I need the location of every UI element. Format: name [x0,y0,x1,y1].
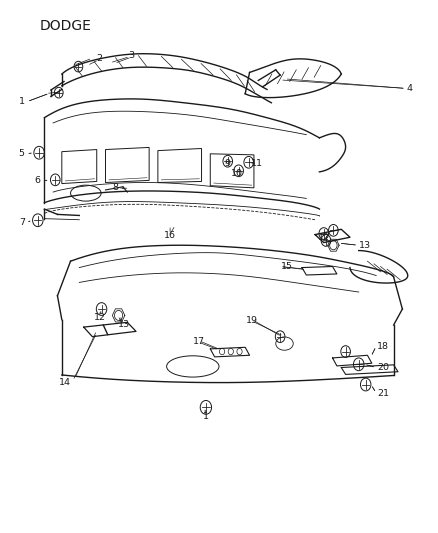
Text: 12: 12 [318,233,330,242]
Text: 20: 20 [377,363,389,372]
Text: 7: 7 [19,218,25,227]
Text: 2: 2 [96,54,102,62]
Text: 6: 6 [35,176,41,185]
Text: 12: 12 [94,312,106,321]
Text: 9: 9 [225,159,231,168]
Text: 3: 3 [129,51,135,60]
Text: 10: 10 [230,169,243,179]
Text: 13: 13 [118,320,130,329]
Text: 21: 21 [377,389,389,398]
Text: 1: 1 [19,97,25,106]
Text: 1: 1 [203,412,209,421]
Text: 17: 17 [193,337,205,346]
Text: 19: 19 [246,316,258,325]
Text: 13: 13 [359,241,371,250]
Text: 11: 11 [251,159,263,168]
Text: 5: 5 [19,149,25,158]
Text: 15: 15 [281,262,293,271]
Text: 4: 4 [407,84,413,93]
Text: DODGE: DODGE [40,19,92,33]
Text: 14: 14 [59,378,71,387]
Text: 18: 18 [377,342,389,351]
Text: 8: 8 [113,183,119,192]
Text: 16: 16 [164,231,176,240]
